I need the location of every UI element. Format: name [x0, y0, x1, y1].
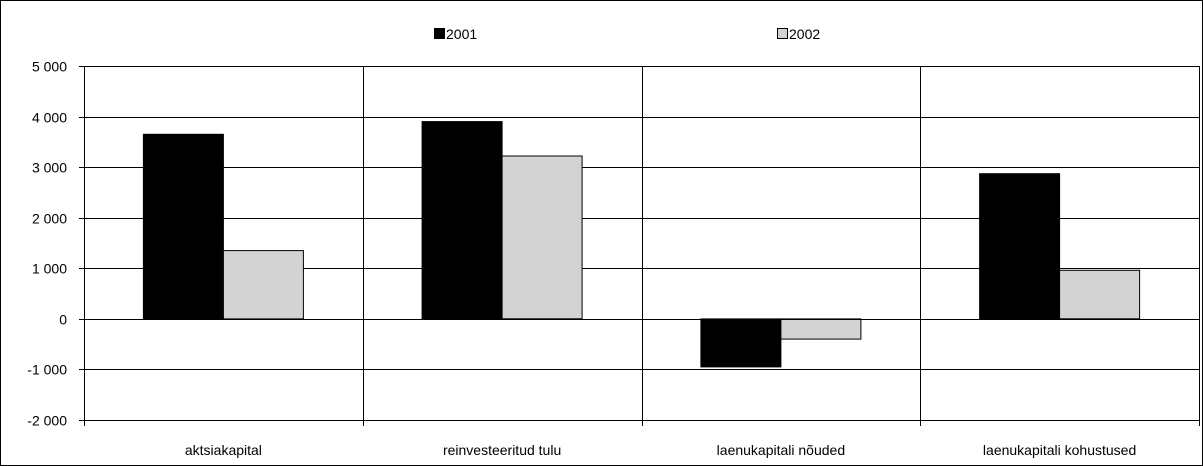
y-tick-label: 0	[59, 312, 67, 328]
bar-2001-2	[421, 121, 503, 320]
legend-swatch-2001	[434, 28, 445, 39]
y-tick-label: 4 000	[32, 110, 67, 126]
x-category-label: reinvesteeritud tulu	[443, 442, 561, 458]
bar-2002-1	[222, 250, 304, 320]
x-category-label: aktsiakapital	[185, 442, 262, 458]
bar-layer	[142, 121, 1141, 368]
y-tick-label: 1 000	[32, 261, 67, 277]
legend: 2001 2002	[434, 26, 820, 42]
bar-2001-1	[142, 133, 224, 320]
legend-label-2002: 2002	[789, 26, 820, 42]
y-tick-label: -1 000	[27, 362, 67, 378]
legend-label-2001: 2001	[446, 26, 477, 42]
y-tick-label: 5 000	[32, 59, 67, 75]
y-tick-label: -2 000	[27, 413, 67, 429]
x-category-label: laenukapitali nõuded	[717, 442, 845, 458]
axis-layer	[84, 66, 1199, 420]
bar-2001-3	[700, 318, 782, 368]
bar-2002-3	[780, 318, 862, 340]
label-layer: 5 000 4 000 3 000 2 000 1 000 0 -1 000 -2 000 ak…	[27, 59, 1136, 459]
legend-swatch-2002	[777, 28, 788, 39]
x-category-label: laenukapitali kohustused	[983, 442, 1136, 458]
bar-2001-4	[979, 173, 1061, 320]
bar-2002-2	[501, 155, 583, 320]
y-tick-label: 2 000	[32, 211, 67, 227]
bar-2002-4	[1059, 269, 1141, 320]
y-tick-label: 3 000	[32, 160, 67, 176]
